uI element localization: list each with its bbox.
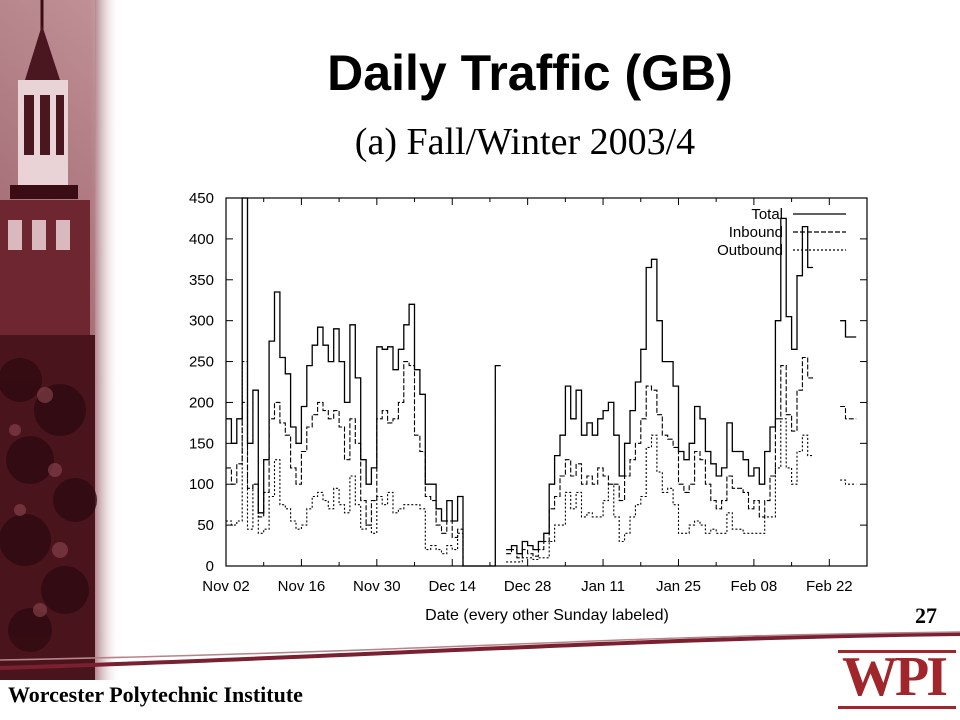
- wpi-logo-text: WPI: [842, 646, 948, 708]
- series-line-total: [226, 197, 857, 567]
- x-tick-label: Dec 14: [428, 578, 476, 595]
- legend-label-total: Total: [751, 206, 783, 223]
- slide-title: Daily Traffic (GB): [327, 45, 733, 101]
- legend-label-inbound: Inbound: [729, 224, 783, 241]
- y-tick-label: 350: [189, 272, 214, 289]
- x-tick-label: Nov 30: [353, 578, 401, 595]
- x-tick-label: Nov 16: [278, 578, 326, 595]
- y-tick-label: 150: [189, 435, 214, 452]
- y-tick-label: 450: [189, 190, 214, 207]
- y-tick-label: 50: [197, 517, 214, 534]
- series-line-outbound: [226, 361, 857, 567]
- x-tick-label: Nov 02: [202, 578, 250, 595]
- footer-institution-name: Worcester Polytechnic Institute: [8, 682, 303, 707]
- y-tick-label: 100: [189, 476, 214, 493]
- y-tick-label: 200: [189, 394, 214, 411]
- x-axis-label: Date (every other Sunday labeled): [425, 607, 669, 624]
- legend-label-outbound: Outbound: [717, 242, 783, 259]
- x-tick-label: Jan 11: [581, 578, 625, 595]
- x-tick-label: Feb 08: [731, 578, 778, 595]
- slide-subtitle: (a) Fall/Winter 2003/4: [354, 121, 696, 163]
- y-tick-label: 0: [206, 558, 214, 575]
- wpi-logo: [838, 650, 956, 709]
- y-tick-label: 300: [189, 313, 214, 330]
- page-number: 27: [915, 603, 937, 628]
- y-tick-label: 400: [189, 231, 214, 248]
- plot-frame: [225, 197, 868, 567]
- daily-traffic-chart: 0 50 100 150 200 250 300 350 400 450 Nov 02 Nov 16 N…: [189, 190, 868, 624]
- campus-building-image: [0, 0, 120, 680]
- x-tick-label: Feb 22: [806, 578, 853, 595]
- y-tick-label: 250: [189, 354, 214, 371]
- footer-divider: [0, 631, 960, 670]
- series-line-inbound: [226, 356, 857, 567]
- x-tick-label: Dec 28: [504, 578, 552, 595]
- x-tick-label: Jan 25: [656, 578, 701, 595]
